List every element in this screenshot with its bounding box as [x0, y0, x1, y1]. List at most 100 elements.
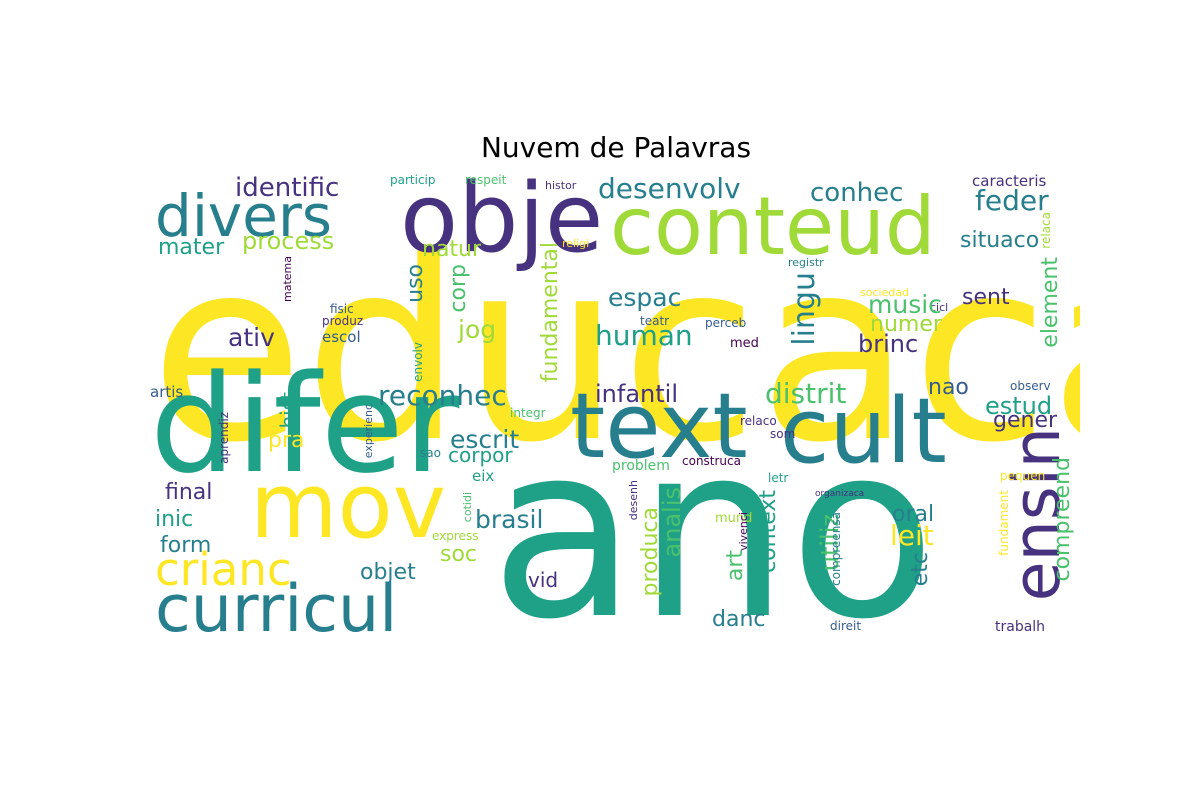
- word-letr: letr: [768, 471, 789, 485]
- word-fisic: fisic: [330, 302, 354, 316]
- word-pra: pra: [268, 428, 305, 453]
- word-context: context: [756, 490, 781, 573]
- word-form: form: [160, 533, 212, 558]
- word-caracteris: caracteris: [972, 172, 1047, 190]
- word-uso: uso: [403, 264, 428, 303]
- word-sao: sao: [420, 446, 441, 460]
- figure-title: Nuvem de Palavras: [480, 131, 752, 164]
- word-hist: hist: [276, 392, 300, 429]
- word-eix: eix: [472, 467, 495, 485]
- word-vivenci: vivenci: [737, 512, 750, 551]
- word-espac: espac: [608, 283, 682, 312]
- word-crianc: crianc: [155, 543, 292, 596]
- word-relaca: relaca: [1039, 212, 1053, 249]
- word-jog: jog: [458, 315, 497, 344]
- word-human: human: [595, 319, 693, 352]
- word-estud: estud: [985, 392, 1053, 420]
- word-particip: particip: [390, 173, 436, 187]
- word-pequen: pequen: [1000, 469, 1046, 483]
- word-registr: registr: [788, 256, 824, 269]
- word-final: final: [165, 480, 213, 505]
- word-som: som: [770, 427, 796, 441]
- word-experienc: experienc: [362, 404, 375, 459]
- word-oral: oral: [892, 502, 935, 527]
- word-produca: produca: [638, 507, 663, 597]
- word-difer: difer: [150, 346, 460, 503]
- word-analis: analis: [658, 487, 686, 558]
- word-ano: ano: [490, 392, 937, 638]
- word-cotidi: cotidi: [461, 492, 474, 523]
- word-mov: mov: [250, 454, 446, 559]
- word-distrit: distrit: [765, 377, 847, 410]
- word-conhec: conhec: [810, 178, 904, 208]
- word-inic: inic: [155, 507, 194, 532]
- word-natur: natur: [422, 237, 482, 262]
- word-reconhec: reconhec: [378, 379, 507, 412]
- word-conteud: conteud: [610, 180, 936, 273]
- word-identific: identific: [235, 173, 340, 203]
- word-lingu: lingu: [787, 272, 822, 346]
- word-objet: objet: [360, 560, 416, 585]
- word-sent: sent: [962, 285, 1010, 310]
- word-compreensa: compreensa: [829, 512, 843, 586]
- word-escrit: escrit: [450, 425, 520, 454]
- word-religi: religi: [562, 237, 590, 250]
- word-cult: cult: [780, 379, 947, 484]
- word-mater: mater: [158, 235, 225, 260]
- word-soc: soc: [440, 542, 478, 567]
- word-ativ: ativ: [228, 323, 275, 352]
- word-fundament: fundament: [997, 490, 1011, 556]
- word-histor: histor: [545, 179, 577, 192]
- word-sociedad: sociedad: [860, 286, 910, 299]
- word-compreend: compreend: [1050, 457, 1075, 582]
- word-art: art: [723, 550, 748, 582]
- word-med: med: [730, 336, 759, 351]
- word-envolv: envolv: [411, 342, 425, 382]
- word-aprendiz: aprendiz: [217, 412, 231, 464]
- word-direit: direit: [830, 619, 862, 633]
- word-corp: corp: [446, 264, 471, 313]
- word-perceb: perceb: [705, 316, 747, 330]
- word-construca: construca: [682, 454, 741, 468]
- word-produz: produz: [322, 314, 364, 328]
- word-obje: obje: [400, 172, 604, 274]
- word-artis: artis: [150, 383, 184, 401]
- word-corpor: corpor: [448, 443, 513, 467]
- word-text: text: [570, 374, 748, 479]
- word-express: express: [432, 529, 479, 543]
- word-brasil: brasil: [475, 505, 544, 534]
- word-relaco: relaco: [740, 414, 777, 428]
- word-feder: feder: [975, 184, 1049, 217]
- word-leit: leit: [890, 519, 934, 552]
- word-situaco: situaco: [960, 228, 1040, 253]
- word-vid: vid: [528, 568, 559, 592]
- word-mund: mund: [715, 511, 753, 526]
- word-infantil: infantil: [595, 380, 678, 408]
- word-numer: numer: [870, 312, 942, 337]
- word-respeit: respeit: [465, 173, 507, 187]
- word-fundamental: fundamental: [538, 242, 563, 383]
- word-divers: divers: [155, 182, 333, 250]
- word-organizaca: organizaca: [815, 489, 865, 499]
- word-matema: matema: [281, 256, 294, 302]
- word-danc: danc: [712, 607, 766, 632]
- word-music: music: [868, 290, 942, 319]
- word-observ: observ: [1010, 379, 1051, 393]
- word-teatr: teatr: [640, 314, 670, 328]
- word-desenvolv: desenvolv: [598, 172, 741, 205]
- word-brinc: brinc: [858, 330, 919, 358]
- word-problem: problem: [612, 458, 670, 474]
- word-trabalh: trabalh: [995, 619, 1046, 635]
- word-cicl: cicl: [930, 301, 949, 314]
- word-nao: nao: [928, 375, 969, 400]
- word-curricul: curricul: [155, 572, 398, 638]
- word-element: element: [1038, 257, 1063, 348]
- word-gener: gener: [993, 408, 1058, 433]
- word-process: process: [242, 227, 335, 255]
- word-integr: integr: [510, 406, 546, 420]
- word-etc: etc: [908, 552, 933, 587]
- word-escol: escol: [322, 328, 361, 346]
